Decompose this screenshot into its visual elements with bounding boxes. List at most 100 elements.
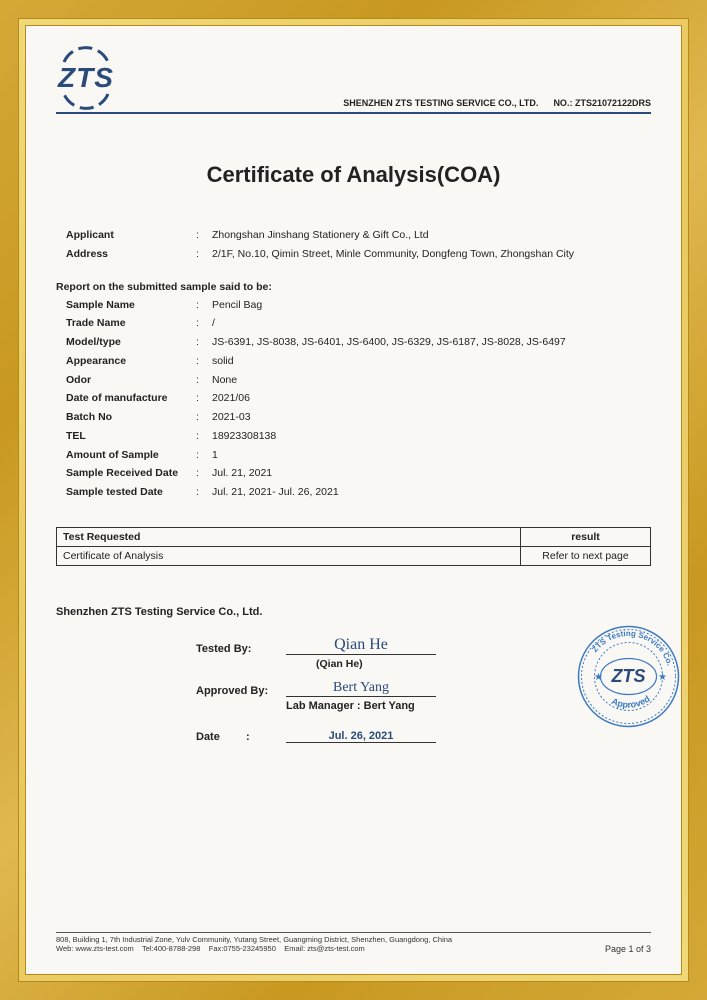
gold-frame-inner: ZTS SHENZHEN ZTS TESTING SERVICE CO., LT… — [25, 25, 682, 975]
field-colon: : — [196, 228, 212, 244]
footer-address: 808, Building 1, 7th Industrial Zone, Yu… — [56, 935, 651, 944]
svg-text:ZTS Testing Service Co.: ZTS Testing Service Co. — [590, 629, 674, 667]
gold-frame-outer: ZTS SHENZHEN ZTS TESTING SERVICE CO., LT… — [0, 0, 707, 1000]
field-applicant: Applicant : Zhongshan Jinshang Stationer… — [66, 228, 651, 244]
field-row: Date of manufacture:2021/06 — [66, 391, 651, 407]
test-requested-table: Test Requested result Certificate of Ana… — [56, 527, 651, 566]
field-label: Date of manufacture — [66, 391, 196, 407]
field-value: Pencil Bag — [212, 298, 651, 314]
date-label: Date — [196, 731, 246, 743]
date-row: Date : Jul. 26, 2021 — [196, 730, 651, 743]
field-row: Model/type:JS-6391, JS-8038, JS-6401, JS… — [66, 335, 651, 351]
field-value: 1 — [212, 448, 651, 464]
header-company: SHENZHEN ZTS TESTING SERVICE CO., LTD. — [343, 98, 538, 108]
field-colon: : — [196, 354, 212, 370]
svg-text:★: ★ — [594, 672, 603, 683]
svg-text:ZTS: ZTS — [611, 666, 646, 686]
page-footer: 808, Building 1, 7th Industrial Zone, Yu… — [56, 932, 651, 954]
field-row: Amount of Sample:1 — [66, 448, 651, 464]
field-label: Batch No — [66, 410, 196, 426]
field-colon: : — [196, 429, 212, 445]
field-colon: : — [196, 247, 212, 263]
header-bar: ZTS SHENZHEN ZTS TESTING SERVICE CO., LT… — [56, 46, 651, 114]
header-right: SHENZHEN ZTS TESTING SERVICE CO., LTD. N… — [343, 98, 651, 110]
certificate-title: Certificate of Analysis(COA) — [56, 162, 651, 188]
field-row: Trade Name:/ — [66, 316, 651, 332]
page-number: Page 1 of 3 — [605, 944, 651, 954]
field-colon: : — [196, 391, 212, 407]
field-value: 18923308138 — [212, 429, 651, 445]
field-label: Appearance — [66, 354, 196, 370]
field-address: Address : 2/1F, No.10, Qimin Street, Min… — [66, 247, 651, 263]
field-value: 2/1F, No.10, Qimin Street, Minle Communi… — [212, 247, 651, 263]
footer-tel: Tel:400-8788-298 — [142, 944, 200, 953]
field-value: Zhongshan Jinshang Stationery & Gift Co.… — [212, 228, 651, 244]
table-row: Certificate of Analysis Refer to next pa… — [57, 546, 651, 565]
field-label: Address — [66, 247, 196, 263]
logo-text: ZTS — [58, 64, 114, 92]
logo-arc-bottom-icon — [56, 92, 116, 110]
field-value: Jul. 21, 2021- Jul. 26, 2021 — [212, 485, 651, 501]
field-label: Sample Name — [66, 298, 196, 314]
field-colon: : — [196, 466, 212, 482]
approved-by-signature: Bert Yang — [286, 680, 436, 697]
certificate-paper: ZTS SHENZHEN ZTS TESTING SERVICE CO., LT… — [28, 28, 679, 972]
th-result: result — [521, 527, 651, 546]
field-value: 2021/06 — [212, 391, 651, 407]
field-colon: : — [196, 485, 212, 501]
svg-text:★: ★ — [658, 672, 667, 683]
zts-logo: ZTS — [56, 46, 116, 110]
footer-contacts: Web: www.zts-test.com Tel:400-8788-298 F… — [56, 944, 365, 954]
tested-by-label: Tested By: — [196, 643, 286, 655]
cert-no: ZTS21072122DRS — [575, 98, 651, 108]
field-row: Batch No:2021-03 — [66, 410, 651, 426]
field-colon: : — [196, 448, 212, 464]
field-row: Appearance:solid — [66, 354, 651, 370]
field-colon: : — [196, 298, 212, 314]
approved-by-label: Approved By: — [196, 685, 286, 697]
field-label: Odor — [66, 373, 196, 389]
applicant-section: Applicant : Zhongshan Jinshang Stationer… — [66, 228, 651, 263]
field-value: Jul. 21, 2021 — [212, 466, 651, 482]
field-value: / — [212, 316, 651, 332]
field-row: Sample Name:Pencil Bag — [66, 298, 651, 314]
tested-by-signature: Qian He — [286, 636, 436, 655]
footer-email: Email: zts@zts-test.com — [284, 944, 365, 953]
signature-block: Tested By: Qian He (Qian He) Approved By… — [196, 636, 651, 743]
field-row: Sample Received Date:Jul. 21, 2021 — [66, 466, 651, 482]
field-colon: : — [196, 410, 212, 426]
field-value: JS-6391, JS-8038, JS-6401, JS-6400, JS-6… — [212, 335, 651, 351]
field-value: None — [212, 373, 651, 389]
field-colon: : — [196, 373, 212, 389]
field-label: Model/type — [66, 335, 196, 351]
field-row: TEL:18923308138 — [66, 429, 651, 445]
td-test: Certificate of Analysis — [57, 546, 521, 565]
footer-row-2: Web: www.zts-test.com Tel:400-8788-298 F… — [56, 944, 651, 954]
footer-fax: Fax:0755-23245950 — [209, 944, 276, 953]
date-colon: : — [246, 731, 286, 743]
field-value: solid — [212, 354, 651, 370]
table-header-row: Test Requested result — [57, 527, 651, 546]
field-label: Sample tested Date — [66, 485, 196, 501]
th-test-requested: Test Requested — [57, 527, 521, 546]
field-row: Sample tested Date:Jul. 21, 2021- Jul. 2… — [66, 485, 651, 501]
td-result: Refer to next page — [521, 546, 651, 565]
approval-stamp-icon: ZTS Testing Service Co. Approved ZTS ★ ★ — [576, 624, 681, 729]
field-row: Odor:None — [66, 373, 651, 389]
company-name-line: Shenzhen ZTS Testing Service Co., Ltd. — [56, 606, 651, 618]
field-label: Sample Received Date — [66, 466, 196, 482]
svg-text:Approved: Approved — [610, 693, 652, 709]
field-colon: : — [196, 316, 212, 332]
cert-no-label: NO.: — [553, 98, 572, 108]
date-value: Jul. 26, 2021 — [286, 730, 436, 743]
footer-web: Web: www.zts-test.com — [56, 944, 134, 953]
sample-section: Sample Name:Pencil BagTrade Name:/Model/… — [66, 298, 651, 501]
gold-frame-middle: ZTS SHENZHEN ZTS TESTING SERVICE CO., LT… — [18, 18, 689, 982]
field-label: TEL — [66, 429, 196, 445]
field-label: Amount of Sample — [66, 448, 196, 464]
report-section-header: Report on the submitted sample said to b… — [56, 281, 651, 293]
field-label: Applicant — [66, 228, 196, 244]
field-value: 2021-03 — [212, 410, 651, 426]
logo-arc-icon — [56, 46, 116, 64]
field-label: Trade Name — [66, 316, 196, 332]
